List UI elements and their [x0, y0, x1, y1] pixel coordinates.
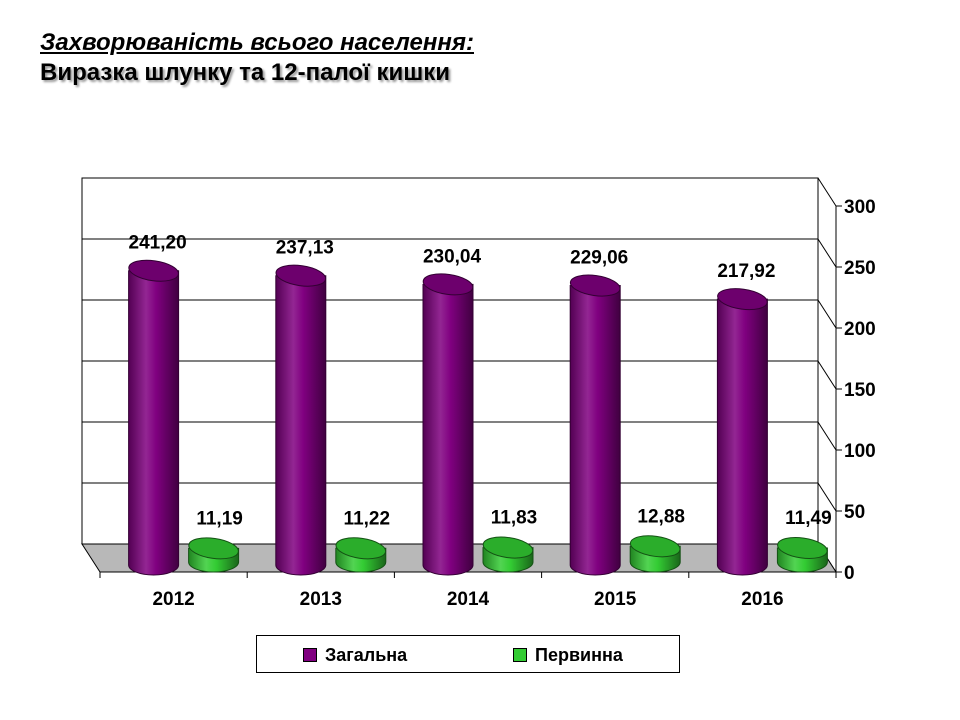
- cylinder-top-series-1-2014: [422, 273, 474, 296]
- cylinder-top-series-1-2016: [717, 288, 768, 311]
- y-tick-label: 250: [844, 258, 876, 279]
- legend-swatch-pervynna: [513, 648, 527, 662]
- y-tick-label: 0: [844, 563, 855, 584]
- data-label-series-2-2012: 11,19: [196, 508, 243, 529]
- cylinder-top-series-1-2015: [569, 274, 621, 297]
- x-tick-label: 2012: [152, 589, 194, 610]
- side-wall-line: [817, 360, 837, 390]
- data-label-series-1-2015: 229,06: [570, 248, 628, 269]
- cylinder-body-series-1-2012: [128, 270, 180, 576]
- x-tick-label: 2014: [447, 589, 490, 610]
- x-tick-label: 2015: [594, 589, 637, 610]
- cylinder-top-series-2-2013: [335, 537, 387, 560]
- side-wall-line: [817, 177, 837, 207]
- cylinder-top-series-2-2015: [629, 535, 681, 558]
- data-label-series-1-2016: 217,92: [717, 261, 775, 282]
- cylinder-body-series-1-2016: [716, 298, 768, 576]
- data-label-series-2-2014: 11,83: [491, 508, 538, 529]
- cylinder-body-series-1-2015: [569, 285, 621, 576]
- legend: Загальна Первинна: [256, 635, 680, 673]
- data-label-series-2-2013: 11,22: [344, 508, 391, 529]
- data-label-series-1-2014: 230,04: [423, 246, 482, 267]
- y-tick-label: 50: [844, 502, 865, 523]
- legend-item-zagalna: Загальна: [303, 645, 407, 665]
- data-label-series-1-2012: 241,20: [129, 233, 187, 254]
- data-label-series-1-2013: 237,13: [276, 238, 334, 259]
- chart-title: Захворюваність всього населення: Виразка…: [40, 28, 474, 88]
- x-tick-label: 2013: [300, 589, 342, 610]
- cylinder-body-series-1-2013: [275, 275, 327, 576]
- y-tick-label: 100: [844, 441, 876, 462]
- legend-swatch-zagalna: [303, 648, 317, 662]
- x-tick-label: 2016: [741, 589, 783, 610]
- side-wall-line: [817, 482, 837, 512]
- cylinder-top-series-2-2012: [188, 537, 239, 560]
- y-tick-label: 200: [844, 319, 876, 340]
- cylinder-body-series-1-2014: [422, 283, 474, 576]
- y-tick-label: 300: [844, 197, 876, 218]
- side-wall-line: [817, 421, 837, 451]
- title-line-1: Захворюваність всього населення:: [40, 29, 474, 56]
- y-tick-label: 150: [844, 380, 876, 401]
- data-label-series-2-2016: 11,49: [785, 508, 832, 529]
- data-label-series-2-2015: 12,88: [637, 506, 685, 527]
- legend-label-pervynna: Первинна: [535, 645, 623, 665]
- cylinder-top-series-1-2012: [128, 259, 179, 282]
- title-line-2: Виразка шлунку та 12-палої кишки: [40, 59, 450, 86]
- side-wall-line: [817, 238, 837, 268]
- cylinder-top-series-1-2013: [275, 264, 327, 287]
- cylinder-top-series-2-2014: [482, 536, 534, 559]
- side-wall-line: [817, 299, 837, 329]
- legend-item-pervynna: Первинна: [513, 645, 623, 665]
- cylinder-top-series-2-2016: [777, 536, 828, 559]
- legend-label-zagalna: Загальна: [325, 645, 408, 665]
